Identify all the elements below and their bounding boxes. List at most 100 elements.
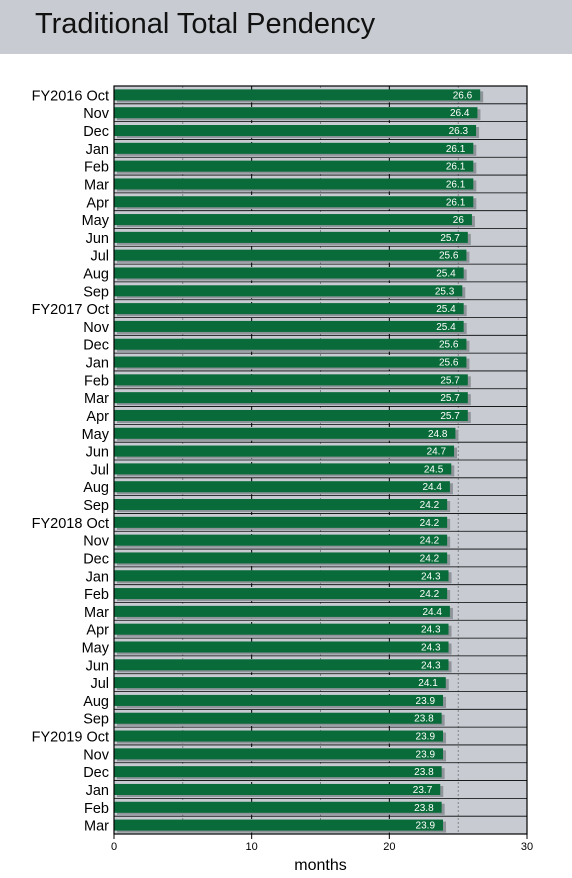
category-label: Dec	[83, 765, 109, 781]
category-label: FY2018 Oct	[32, 516, 109, 532]
category-label: Sep	[83, 712, 109, 728]
bar-data-label: 25.4	[436, 269, 456, 280]
bar-data-label: 25.4	[436, 322, 456, 333]
title-bar: Traditional Total Pendency	[0, 0, 572, 54]
bar	[114, 267, 464, 279]
bar-data-label: 24.2	[420, 589, 440, 600]
bar-data-label: 23.9	[416, 732, 436, 743]
bar	[114, 409, 468, 421]
category-label: Dec	[83, 338, 109, 354]
bar	[114, 303, 464, 315]
bar-data-label: 26.1	[446, 179, 466, 190]
bar	[114, 249, 467, 261]
bar	[114, 142, 474, 154]
bar	[114, 623, 449, 635]
category-label: Aug	[83, 267, 109, 283]
category-label: Nov	[83, 106, 110, 122]
bar-data-label: 24.4	[422, 482, 442, 493]
bar-data-label: 25.6	[439, 251, 459, 262]
plot-border	[113, 85, 528, 835]
category-label: FY2019 Oct	[32, 730, 109, 746]
bar-data-label: 25.7	[440, 233, 460, 244]
bar	[114, 285, 463, 297]
category-label: Jan	[86, 783, 109, 799]
bar	[114, 481, 450, 493]
bar-data-label: 25.7	[440, 375, 460, 386]
bar	[114, 766, 442, 778]
bar-data-label: 24.3	[421, 660, 441, 671]
category-label: Feb	[84, 373, 109, 389]
category-label: Jun	[86, 658, 109, 674]
bar	[114, 374, 468, 386]
bar	[114, 125, 477, 137]
category-label: Apr	[86, 409, 109, 425]
category-label: Jan	[86, 142, 109, 158]
bar-data-label: 24.3	[421, 643, 441, 654]
bar	[114, 320, 464, 332]
category-label: Aug	[83, 480, 109, 496]
bar	[114, 748, 444, 760]
category-label: Aug	[83, 694, 109, 710]
bar	[114, 356, 467, 368]
bar	[114, 588, 448, 600]
bar-data-label: 23.8	[414, 767, 434, 778]
bar	[114, 107, 478, 119]
bar	[114, 89, 481, 101]
bar	[114, 427, 456, 439]
bar	[114, 178, 474, 190]
category-label: Jul	[90, 249, 109, 265]
bar	[114, 499, 448, 511]
bar	[114, 677, 446, 689]
bar-data-label: 25.6	[439, 358, 459, 369]
bar-data-label: 23.7	[413, 785, 433, 796]
bar-data-label: 26.1	[446, 197, 466, 208]
category-label: Feb	[84, 801, 109, 817]
bar	[114, 801, 442, 813]
x-tick-label: 0	[111, 841, 117, 853]
bar	[114, 694, 444, 706]
bar-data-label: 26	[453, 215, 465, 226]
bar-data-label: 23.9	[416, 749, 436, 760]
bar	[114, 605, 450, 617]
category-label: Dec	[83, 124, 109, 140]
bar	[114, 463, 452, 475]
bar	[114, 641, 449, 653]
bar-data-label: 24.3	[421, 625, 441, 636]
bar	[114, 819, 444, 831]
chart-title: Traditional Total Pendency	[35, 8, 376, 40]
bar-data-label: 25.3	[435, 286, 455, 297]
category-label: Nov	[83, 534, 110, 550]
bar	[114, 712, 442, 724]
bar	[114, 659, 449, 671]
bar	[114, 516, 448, 528]
category-label: Jun	[86, 231, 109, 247]
bar-data-label: 25.4	[436, 304, 456, 315]
bar-data-label: 24.8	[428, 429, 448, 440]
bar-data-label: 24.2	[420, 553, 440, 564]
bar-data-label: 25.7	[440, 411, 460, 422]
bar	[114, 783, 441, 795]
category-label: Apr	[86, 195, 109, 211]
category-label: Sep	[83, 498, 109, 514]
category-label: FY2017 Oct	[32, 302, 109, 318]
x-tick-label: 20	[383, 841, 395, 853]
category-label: Jan	[86, 569, 109, 585]
bar	[114, 231, 468, 243]
category-label: Dec	[83, 551, 109, 567]
category-label: FY2016 Oct	[32, 88, 109, 104]
category-label: Feb	[84, 160, 109, 176]
bar-data-label: 26.6	[453, 90, 473, 101]
bar-data-label: 23.8	[414, 803, 434, 814]
category-label: Mar	[84, 391, 109, 407]
bar-data-label: 23.9	[416, 696, 436, 707]
bar-data-label: 24.2	[420, 518, 440, 529]
bar-data-label: 25.6	[439, 340, 459, 351]
category-label: Mar	[84, 605, 109, 621]
bar-data-label: 26.4	[450, 108, 470, 119]
bar-data-label: 24.7	[427, 447, 447, 458]
x-axis-label: months	[294, 857, 346, 874]
bar-data-label: 26.1	[446, 144, 466, 155]
bar-data-label: 23.8	[414, 714, 434, 725]
category-label: May	[82, 427, 110, 443]
